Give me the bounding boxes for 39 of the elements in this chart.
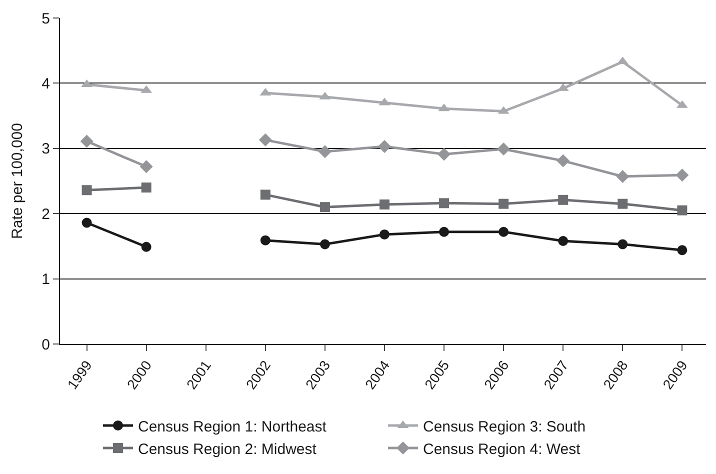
point — [558, 236, 568, 246]
point — [438, 148, 451, 161]
point — [497, 142, 510, 156]
point — [677, 245, 688, 256]
point — [439, 226, 450, 237]
point — [558, 194, 568, 205]
point — [378, 140, 391, 153]
point — [82, 185, 92, 196]
point — [141, 242, 152, 252]
point — [498, 198, 509, 209]
point — [616, 170, 630, 183]
y-axis-title: Rate per 100,000 — [8, 123, 26, 239]
legend-label: Census Region 4: West — [423, 440, 582, 458]
legend-label: Census Region 2: Midwest — [138, 440, 318, 458]
y-tick-label: 4 — [42, 75, 50, 92]
point — [676, 168, 689, 182]
y-tick-label: 2 — [42, 206, 50, 223]
y-tick-label: 1 — [42, 271, 50, 288]
point — [618, 239, 628, 250]
point — [556, 154, 570, 168]
legend-label: Census Region 1: Northeast — [138, 418, 328, 436]
point — [260, 235, 270, 246]
point — [260, 190, 270, 200]
point — [379, 199, 390, 210]
point — [677, 205, 688, 216]
y-tick-label: 5 — [42, 10, 50, 28]
point — [498, 226, 509, 237]
legend-label: Census Region 3: South — [423, 418, 586, 436]
y-tick-label: 3 — [42, 140, 50, 158]
point — [379, 229, 390, 240]
point — [82, 218, 92, 228]
point — [320, 239, 330, 250]
point — [258, 133, 272, 146]
point — [618, 198, 628, 209]
y-tick-label: 0 — [42, 336, 50, 354]
point — [318, 145, 332, 158]
point — [320, 202, 330, 212]
point — [439, 198, 450, 208]
point — [141, 182, 152, 193]
